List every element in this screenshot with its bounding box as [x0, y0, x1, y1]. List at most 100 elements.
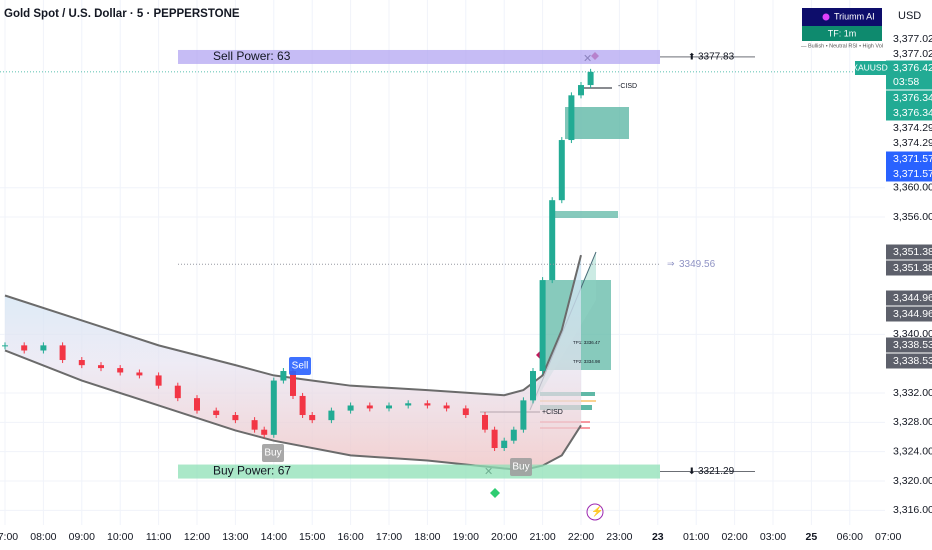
signal-label: Sell	[292, 361, 309, 372]
svg-text:⚡: ⚡	[591, 505, 603, 518]
price-badge-label: 3,351.38	[893, 262, 932, 274]
band-upper	[4, 254, 582, 397]
price-badge	[886, 105, 932, 121]
candle	[98, 365, 104, 369]
y-tick-label: 3,340.00	[893, 328, 932, 340]
x-tick-label: 15:00	[299, 531, 325, 543]
indicator-status: — Bullish • Neutral RSI • High Vol	[801, 43, 883, 49]
candle	[530, 371, 536, 401]
candle	[21, 345, 28, 351]
y-tick-label: 3,324.00	[893, 445, 932, 457]
candle	[174, 385, 181, 399]
candle	[482, 415, 488, 430]
target-level: 3349.56	[679, 259, 716, 270]
x-tick-label: 25	[806, 531, 818, 543]
annotation: +CISD	[542, 409, 563, 416]
x-tick-label: 23	[652, 531, 664, 543]
candle	[117, 368, 124, 373]
candle	[251, 420, 258, 430]
candle	[405, 403, 412, 406]
x-tick-label: 16:00	[337, 531, 363, 543]
signal-label: Buy	[512, 462, 529, 473]
x-tick-label: 06:00	[837, 531, 863, 543]
candle	[2, 345, 8, 347]
signal-badge	[510, 458, 532, 476]
candle	[386, 405, 392, 409]
indicator-box	[802, 8, 882, 26]
candle	[539, 280, 546, 372]
annotation: TP2: 3334.98	[573, 359, 601, 364]
indicator-name: Triumm AI	[834, 11, 875, 21]
signal-badge	[289, 357, 311, 375]
band-fill	[5, 255, 581, 471]
price-badge	[886, 290, 932, 306]
x-tick-label: 17:00	[376, 531, 402, 543]
candle	[501, 440, 508, 449]
price-badge	[886, 60, 932, 76]
candle	[587, 71, 594, 86]
buy_power-label: Buy Power: 67	[213, 464, 291, 478]
y-tick-label: 3,360.00	[893, 181, 932, 193]
y-tick-label: 3,332.00	[893, 387, 932, 399]
candle	[290, 371, 296, 396]
signal-label: Buy	[264, 448, 281, 459]
x-tick-label: 18:00	[414, 531, 440, 543]
band-lower	[4, 349, 582, 472]
price-badge-label: 3,338.53	[893, 355, 932, 367]
x-tick-label: 21:00	[529, 531, 555, 543]
price-badge	[886, 353, 932, 369]
price-badge-label: 3,376.34	[893, 107, 932, 119]
indicator-timeframe: TF: 1m	[828, 28, 857, 38]
x-tick-label: 20:00	[491, 531, 517, 543]
candle	[520, 400, 527, 430]
x-tick-label: 07:00	[875, 531, 901, 543]
x-tick-label: 03:00	[760, 531, 786, 543]
buy_power-zone	[178, 464, 660, 479]
target-arrow: ⇒	[667, 259, 675, 269]
x-tick-label: 09:00	[69, 531, 95, 543]
candle	[155, 375, 162, 386]
candle	[194, 398, 200, 411]
x-tick-label: 23:00	[606, 531, 632, 543]
candle	[232, 415, 239, 421]
candle	[261, 429, 268, 435]
candle	[309, 415, 316, 421]
price-badge-label: 3,344.96	[893, 292, 932, 304]
price-badge-label: 3,371.57	[893, 168, 932, 180]
candle	[443, 405, 450, 409]
price-badge	[886, 90, 932, 106]
candle	[491, 429, 498, 449]
candle	[366, 405, 373, 409]
candle	[40, 345, 47, 351]
sell_power-zone	[178, 49, 660, 64]
x-tick-label: 01:00	[683, 531, 709, 543]
series-name: XAUUSD	[852, 62, 887, 72]
candle	[270, 380, 277, 435]
price-badge	[886, 151, 932, 167]
candle	[78, 360, 85, 366]
candle	[136, 372, 143, 376]
price-badge-label: 3,376.42	[893, 62, 932, 74]
x-tick-label: 14:00	[261, 531, 287, 543]
price-badge	[886, 337, 932, 353]
price-badge	[886, 74, 932, 90]
x-tick-label: 10:00	[107, 531, 133, 543]
candle	[578, 85, 584, 96]
price-badge	[886, 260, 932, 276]
symbol-title: Gold Spot / U.S. Dollar · 5 · PEPPERSTON…	[4, 8, 240, 20]
y-tick-label: 3,316.00	[893, 504, 932, 516]
candle	[568, 95, 575, 141]
x-tick-label: 22:00	[568, 531, 594, 543]
currency[interactable]: USD	[898, 10, 921, 22]
candle	[213, 410, 220, 416]
price-badge-label: 03:58	[893, 76, 919, 88]
candle	[280, 371, 287, 381]
candle	[424, 403, 431, 406]
sell_power-level: 3377.83	[698, 52, 735, 63]
price-badge-label: 3,374.29	[893, 122, 932, 134]
series-tag	[855, 61, 886, 75]
annotation: TP1: 3336.47	[573, 340, 601, 345]
candle	[462, 408, 469, 416]
x-tick-label: 11:00	[146, 531, 172, 543]
sell_power-label: Sell Power: 63	[213, 49, 291, 63]
